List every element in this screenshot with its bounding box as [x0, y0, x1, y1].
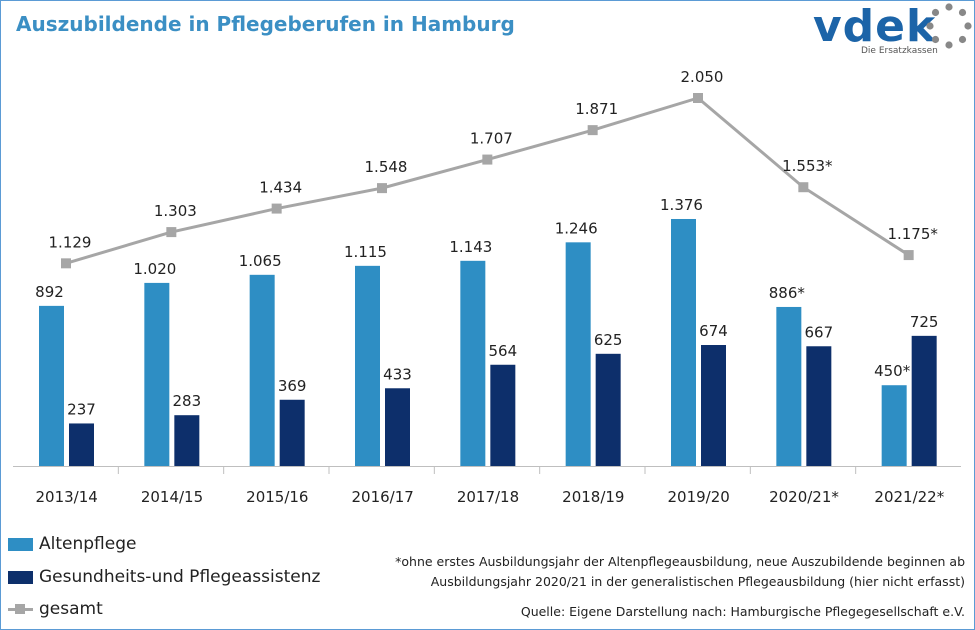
x-tick-label-7: 2020/21*	[769, 488, 839, 506]
logo-subtitle: Die Ersatzkassen	[861, 46, 938, 56]
marker-gesamt-7	[798, 182, 809, 193]
label-altenpflege-0: 892	[35, 283, 64, 301]
x-axis-labels: 2013/14 2014/15 2015/16 2016/17 2017/18 2018/…	[36, 488, 945, 506]
label-assistenz-5: 625	[594, 331, 623, 349]
x-tick-label-6: 2019/20	[668, 488, 730, 506]
label-assistenz-3: 433	[383, 365, 412, 383]
source-note: Quelle: Eigene Darstellung nach: Hamburg…	[520, 604, 965, 619]
legend-label-altenpflege: Altenpflege	[39, 534, 137, 554]
x-tick-label-1: 2014/15	[141, 488, 203, 506]
bar-assistenz-2	[279, 399, 305, 466]
label-altenpflege-4: 1.143	[449, 238, 492, 256]
logo-wordmark: vdek	[813, 1, 937, 52]
label-gesamt-1: 1.303	[154, 202, 197, 220]
marker-gesamt-1	[166, 227, 177, 238]
legend-item-gesamt: gesamt	[8, 596, 103, 622]
bar-assistenz-6	[701, 345, 726, 466]
bar-assistenz-7	[806, 346, 832, 466]
label-altenpflege-6: 1.376	[660, 196, 703, 214]
x-tick-label-8: 2021/22*	[874, 488, 944, 506]
label-gesamt-7: 1.553*	[782, 157, 833, 175]
marker-gesamt-6	[693, 93, 703, 103]
label-assistenz-2: 369	[278, 377, 307, 395]
x-tick-label-2: 2015/16	[246, 488, 308, 506]
footnote: *ohne erstes Ausbildungsjahr der Altenpf…	[365, 552, 965, 592]
footnote-line-1: *ohne erstes Ausbildungsjahr der Altenpf…	[395, 554, 965, 569]
bar-altenpflege-2	[249, 274, 275, 466]
legend-label-gesamt: gesamt	[39, 599, 103, 619]
legend-swatch-gesamt	[8, 603, 33, 616]
label-gesamt-0: 1.129	[49, 233, 92, 251]
label-gesamt-2: 1.434	[259, 179, 302, 197]
label-altenpflege-7: 886*	[769, 284, 806, 302]
bar-altenpflege-3	[355, 265, 380, 466]
marker-gesamt-8	[903, 250, 914, 261]
label-gesamt-3: 1.548	[365, 158, 408, 176]
bar-altenpflege-5	[565, 242, 591, 466]
chart-title: Auszubildende in Pflegeberufen in Hambur…	[16, 12, 515, 36]
label-gesamt-4: 1.707	[470, 130, 513, 148]
marker-gesamt-5	[587, 125, 598, 136]
label-altenpflege-5: 1.246	[555, 219, 598, 237]
bar-altenpflege-6	[671, 218, 696, 466]
label-assistenz-6: 674	[699, 322, 728, 340]
series-gesamt	[61, 93, 914, 269]
bar-assistenz-4	[490, 364, 516, 466]
x-tick-label-5: 2018/19	[562, 488, 624, 506]
data-labels: 892 237 1.129 1.020 283 1.303 1.065 369 1.434 1.1…	[35, 68, 938, 418]
x-tick-label-0: 2013/14	[36, 488, 98, 506]
label-assistenz-7: 667	[805, 323, 834, 341]
label-altenpflege-8: 450*	[874, 362, 911, 380]
bar-assistenz-1	[174, 415, 200, 466]
series-assistenz	[69, 335, 937, 466]
label-altenpflege-2: 1.065	[239, 252, 282, 270]
marker-gesamt-4	[482, 154, 493, 165]
bar-assistenz-8	[911, 335, 937, 466]
legend-item-assistenz: Gesundheits-und Pflegeassistenz	[8, 564, 320, 590]
marker-gesamt-3	[377, 183, 387, 194]
label-assistenz-8: 725	[910, 313, 939, 331]
legend-swatch-altenpflege	[8, 537, 33, 551]
bar-assistenz-5	[595, 353, 621, 466]
marker-gesamt-2	[271, 203, 282, 214]
bar-assistenz-3	[385, 388, 410, 466]
bar-altenpflege-0	[39, 305, 64, 466]
series-altenpflege	[39, 218, 907, 466]
bar-assistenz-0	[69, 423, 94, 466]
marker-gesamt-0	[61, 258, 71, 269]
bar-altenpflege-1	[144, 282, 170, 466]
x-tick-label-4: 2017/18	[457, 488, 519, 506]
bar-altenpflege-7	[776, 306, 802, 466]
vdek-logo: vdek Die Ersatzkassen	[805, 0, 975, 60]
label-gesamt-6: 2.050	[681, 68, 724, 86]
label-assistenz-4: 564	[489, 342, 518, 360]
label-assistenz-1: 283	[173, 392, 202, 410]
label-altenpflege-3: 1.115	[344, 243, 387, 261]
bar-altenpflege-8	[881, 385, 907, 466]
bar-altenpflege-4	[460, 260, 486, 466]
legend-label-assistenz: Gesundheits-und Pflegeassistenz	[39, 567, 321, 587]
label-altenpflege-1: 1.020	[133, 260, 176, 278]
footnote-line-2: Ausbildungsjahr 2020/21 in der generalis…	[430, 574, 965, 589]
logo-dots-icon	[926, 3, 972, 49]
legend-item-altenpflege: Altenpflege	[8, 531, 136, 557]
chart-plot: 892 237 1.129 1.020 283 1.303 1.065 369 1.434 1.1…	[13, 68, 961, 506]
x-axis-ticks	[117, 466, 857, 474]
label-gesamt-8: 1.175*	[887, 225, 938, 243]
legend-swatch-assistenz	[8, 570, 33, 584]
label-gesamt-5: 1.871	[575, 100, 618, 118]
x-tick-label-3: 2016/17	[352, 488, 414, 506]
label-assistenz-0: 237	[67, 400, 96, 418]
